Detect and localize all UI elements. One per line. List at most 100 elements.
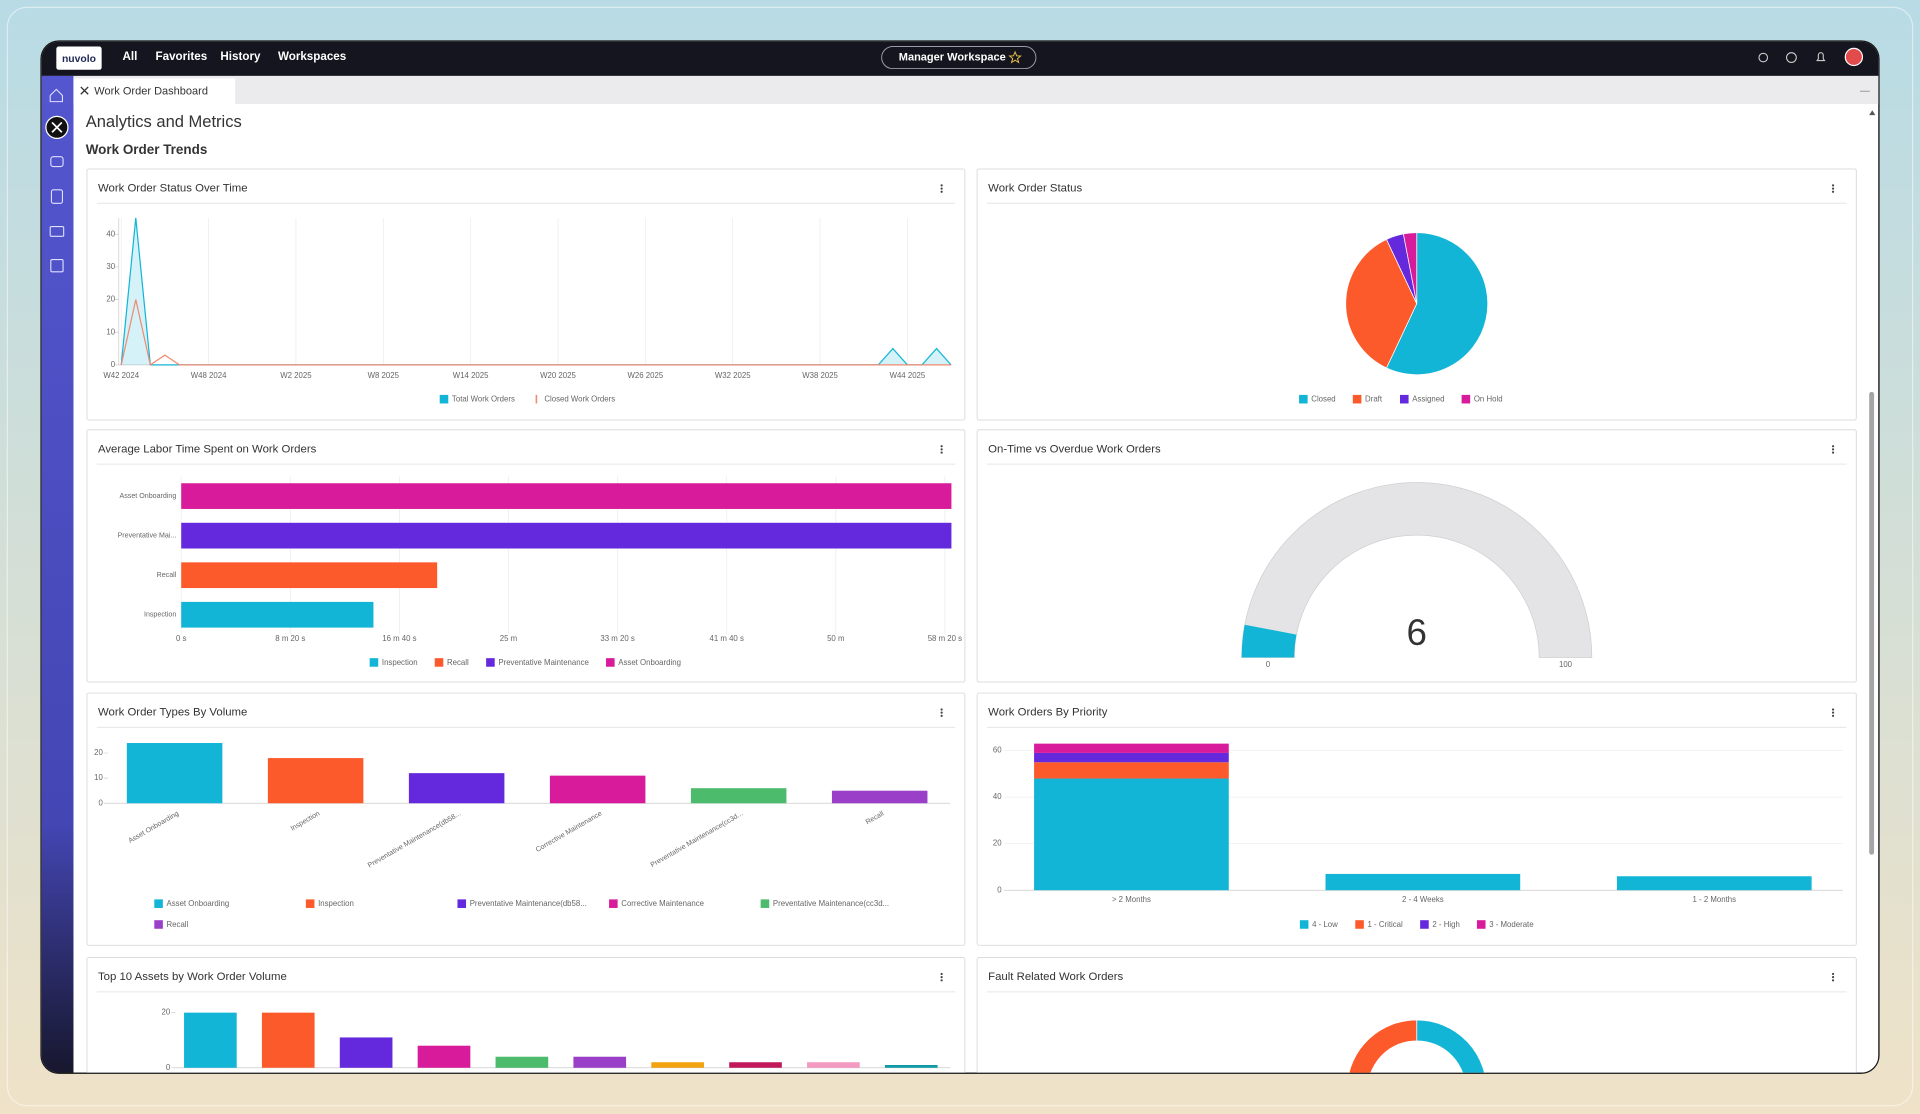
panel-menu-dot[interactable]: [940, 708, 943, 711]
y-tick-label: 20: [161, 1008, 170, 1017]
legend-item: Recall: [434, 658, 469, 667]
chat-icon[interactable]: [1758, 52, 1769, 63]
legend-swatch: [1299, 920, 1309, 929]
tag-icon[interactable]: [50, 156, 64, 168]
nav-item[interactable]: History: [220, 50, 261, 63]
panel-card: [976, 429, 1857, 683]
panel-menu-dot[interactable]: [940, 714, 943, 717]
panel-menu-dot[interactable]: [1831, 190, 1835, 193]
x-tick-label: 1 - 2 Months: [1693, 895, 1737, 904]
chart-panel: Work Order Types By Volume 0 10 20 Asset Onb…: [86, 692, 966, 946]
legend-item: Inspection: [305, 899, 354, 908]
chart-panel: On-Time vs Overdue Work Orders 6 0 100: [976, 429, 1857, 683]
legend-label: Corrective Maintenance: [621, 899, 704, 908]
favorite-star[interactable]: [1008, 50, 1022, 64]
panel-menu-dot[interactable]: [940, 445, 943, 448]
workspace-pill[interactable]: [881, 46, 1037, 70]
chart-panel: Fault Related Work Orders: [976, 957, 1857, 1073]
bar: [181, 522, 952, 549]
app-window: nuvolo All Favorites History Workspaces …: [41, 41, 1879, 1073]
panel-menu-dot[interactable]: [1831, 184, 1835, 187]
chart-panel: Average Labor Time Spent on Work Orders 0…: [86, 429, 966, 683]
panel-menu-dot[interactable]: [1831, 708, 1835, 711]
legend-label: Inspection: [318, 899, 354, 908]
bar: [339, 1037, 393, 1068]
panel-menu-dot[interactable]: [940, 972, 943, 976]
legend-label: Asset Onboarding: [167, 899, 230, 908]
x-tick-label: 33 m 20 s: [600, 634, 634, 643]
y-tick-label: 0: [99, 798, 104, 807]
avatar[interactable]: [1844, 47, 1864, 67]
panel-menu-dot[interactable]: [1831, 979, 1835, 982]
panel-menu-dot[interactable]: [1831, 448, 1835, 451]
report-icon[interactable]: [50, 259, 64, 273]
legend-label: 3 - Moderate: [1489, 920, 1533, 929]
y-tick-label: 0: [997, 885, 1002, 894]
x-tick-label: 50 m: [827, 634, 844, 643]
legend-label: Closed Work Orders: [544, 395, 615, 404]
panel-menu-dot[interactable]: [940, 184, 943, 187]
panel-menu-dot[interactable]: [1831, 976, 1835, 979]
tab-label[interactable]: Work Order Dashboard: [94, 86, 208, 98]
notification-icon[interactable]: [1816, 52, 1826, 62]
panel-menu-dot[interactable]: [940, 448, 943, 451]
panel-menu-dot[interactable]: [940, 979, 943, 982]
legend-item: Inspection: [369, 658, 418, 667]
legend-label: Inspection: [382, 658, 418, 667]
help-icon[interactable]: [1785, 52, 1797, 63]
legend-item: 4 - Low: [1299, 920, 1338, 929]
y-tick-label: Inspection: [144, 611, 176, 619]
clipboard-icon[interactable]: [50, 189, 64, 204]
legend-label: Asset Onboarding: [618, 658, 681, 667]
legend-swatch: [1299, 394, 1308, 404]
panel-card: [86, 168, 966, 421]
panel-menu-dot[interactable]: [940, 711, 943, 714]
nav-item[interactable]: Favorites: [156, 50, 208, 63]
tab[interactable]: [73, 78, 236, 105]
legend-swatch: [609, 899, 618, 908]
legend-swatch: [1352, 394, 1362, 404]
chart-title: Average Labor Time Spent on Work Orders: [98, 443, 317, 455]
legend-label: 2 - High: [1432, 920, 1459, 929]
scrollbar-thumb[interactable]: [1869, 391, 1875, 855]
x-tick-label: W32 2025: [715, 371, 751, 380]
workspace-name[interactable]: Manager Workspace: [899, 51, 1006, 63]
backdrop-frame: [6, 6, 1914, 1107]
legend-item: 2 - High: [1420, 920, 1460, 929]
panel-menu-dot[interactable]: [1831, 451, 1835, 454]
chart-panel: Top 10 Assets by Work Order Volume 0 20: [86, 957, 966, 1073]
legend-swatch: [486, 658, 495, 667]
panel-menu-dot[interactable]: [940, 451, 943, 454]
panel-menu-dot[interactable]: [1831, 711, 1835, 714]
panel-menu-dot[interactable]: [1831, 972, 1835, 976]
panel-menu-dot[interactable]: [940, 190, 943, 193]
x-tick-label: W2 2025: [280, 371, 312, 380]
panel-menu-dot[interactable]: [1831, 187, 1835, 190]
nav-item[interactable]: Workspaces: [278, 50, 346, 63]
panel-menu-dot[interactable]: [1831, 714, 1835, 717]
x-tick-label: 16 m 40 s: [382, 634, 416, 643]
tab-icon: [80, 86, 89, 95]
scroll-up[interactable]: [1869, 110, 1876, 116]
panel-menu-dot[interactable]: [1831, 445, 1835, 448]
nav-item[interactable]: All: [122, 50, 137, 63]
calendar-icon[interactable]: [49, 225, 65, 237]
x-tick-label: > 2 Months: [1112, 895, 1151, 904]
x-tick-label: W8 2025: [368, 371, 400, 380]
home-icon[interactable]: [49, 88, 64, 103]
panel-menu-dot[interactable]: [940, 187, 943, 190]
x-tick-label: W48 2024: [191, 371, 227, 380]
logo-box[interactable]: [56, 46, 102, 70]
legend-item: Total Work Orders: [439, 394, 515, 404]
legend-swatch: [369, 658, 379, 667]
chart-panel: Work Orders By Priority 0 20 40 60 > 2 Months…: [976, 692, 1857, 946]
panel-menu-dot[interactable]: [940, 976, 943, 979]
legend-label: Assigned: [1412, 395, 1444, 404]
y-tick-label: 20: [106, 295, 115, 304]
legend-swatch: [439, 394, 449, 404]
y-tick-label: 0: [111, 360, 116, 369]
logo[interactable]: nuvolo: [62, 54, 96, 65]
legend-item: Draft: [1352, 394, 1383, 404]
chart-title: Fault Related Work Orders: [988, 971, 1123, 983]
